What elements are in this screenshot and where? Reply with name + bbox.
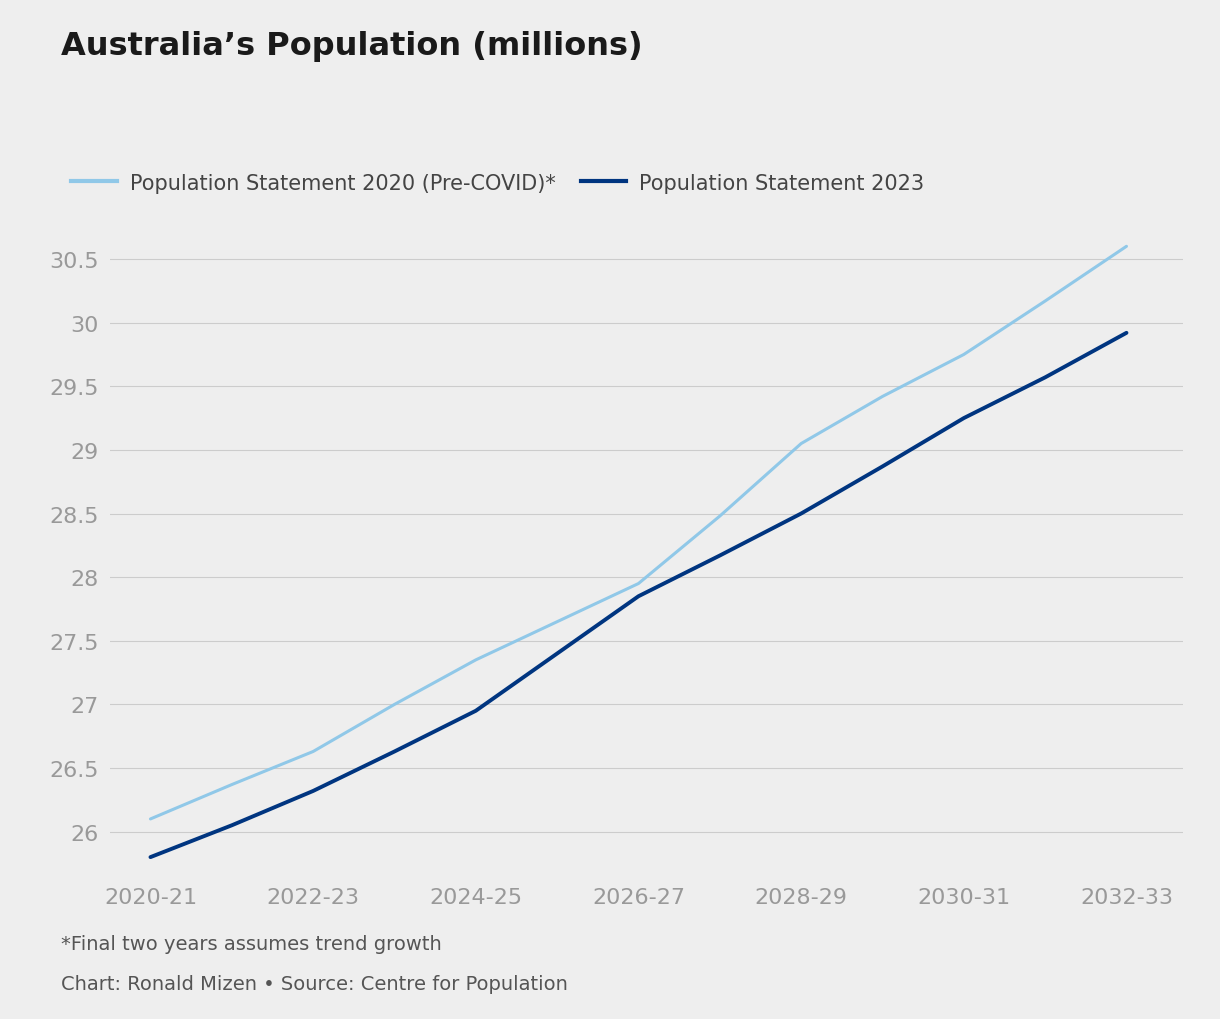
Text: Chart: Ronald Mizen • Source: Centre for Population: Chart: Ronald Mizen • Source: Centre for… bbox=[61, 974, 567, 994]
Text: Australia’s Population (millions): Australia’s Population (millions) bbox=[61, 31, 643, 61]
Legend: Population Statement 2020 (Pre-COVID)*, Population Statement 2023: Population Statement 2020 (Pre-COVID)*, … bbox=[72, 173, 924, 194]
Text: *Final two years assumes trend growth: *Final two years assumes trend growth bbox=[61, 933, 442, 953]
